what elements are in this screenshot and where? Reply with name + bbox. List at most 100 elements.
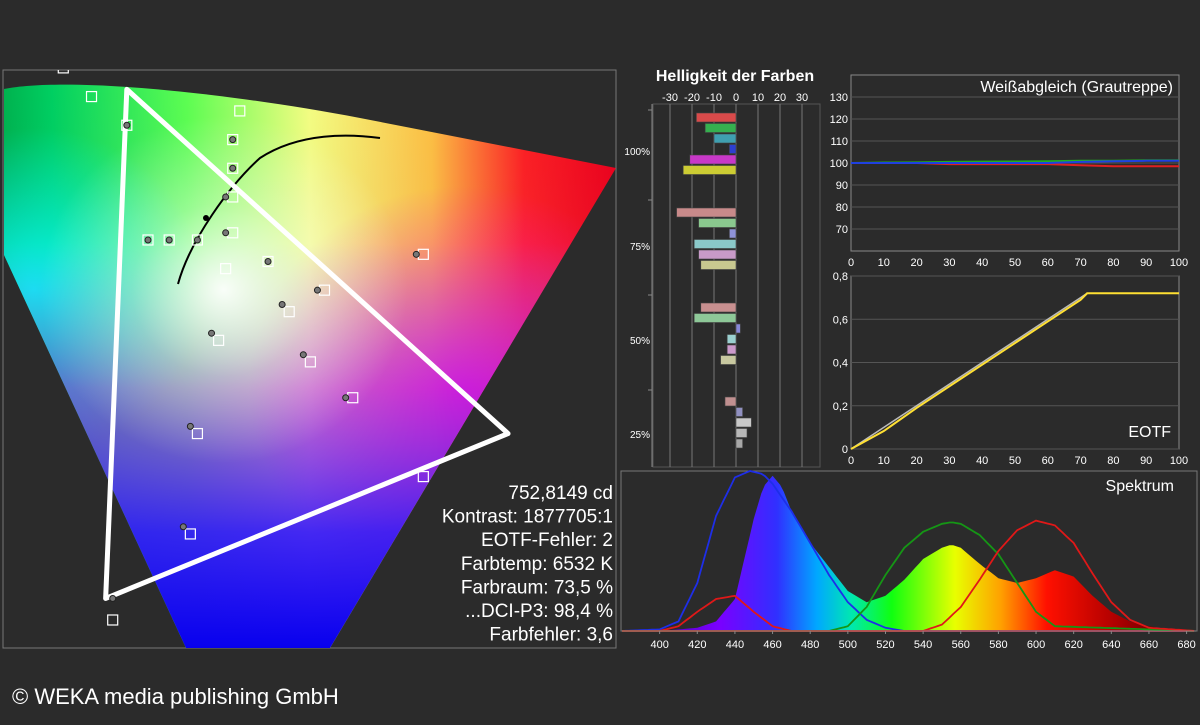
target-point-20: [417, 470, 429, 483]
bar-tick-label-4: 10: [752, 92, 764, 104]
measurement-stats: 752,8149 cd Kontrast: 1877705:1EOTF-Fehle…: [442, 483, 613, 646]
spectrum-x-label-14: 680: [1177, 639, 1195, 651]
eotf-x-label-1: 10: [878, 455, 890, 467]
bar-2-0: [700, 302, 737, 313]
gray-y-label-5: 120: [830, 114, 848, 126]
target-point-8: [142, 234, 154, 246]
bar-0-1: [704, 123, 737, 133]
bar-tick-label-0: -30: [662, 92, 678, 104]
gray-x-label-1: 10: [878, 257, 890, 269]
spectrum-chart-title: Spektrum: [1106, 478, 1174, 495]
bar-tick-label-3: 0: [733, 92, 739, 104]
target-point-19: [191, 427, 204, 440]
gray-x-label-0: 0: [848, 257, 854, 269]
measured-point-4: [222, 229, 230, 237]
eotf-x-label-0: 0: [848, 455, 854, 467]
target-point-21: [184, 528, 196, 540]
stat-line-6: Farbfehler: 3,6: [489, 625, 613, 646]
stat-line-2: EOTF-Fehler: 2: [481, 530, 613, 551]
gray-x-label-10: 100: [1170, 257, 1188, 269]
bar-1-4: [698, 249, 737, 260]
bar-1-5: [700, 260, 737, 270]
gray-x-label-4: 40: [976, 257, 988, 269]
target-point-9: [163, 234, 175, 246]
gray-x-label-7: 70: [1074, 257, 1086, 269]
bar-level-label-2: 50%: [630, 336, 650, 347]
gray-y-label-2: 90: [836, 180, 848, 192]
gray-series-2: [851, 159, 1179, 164]
target-point-17: [304, 356, 316, 368]
stat-line-4: Farbraum: 73,5 %: [461, 577, 613, 598]
bar-chart-title: Helligkeit der Farben: [656, 68, 814, 85]
bar-1-1: [698, 218, 737, 228]
measured-point-13: [299, 351, 307, 359]
gray-y-label-1: 80: [836, 202, 848, 214]
measured-point-11: [278, 301, 286, 309]
eotf-chart: 0 0,2 0,4 0,6 0,8 0 10 20 30 40 50 60 70 80 90 100 EOTF: [833, 271, 1188, 467]
eotf-y-label-3: 0,6: [833, 314, 848, 326]
copyright-text: © WEKA media publishing GmbH: [12, 684, 339, 709]
measured-point-17: [109, 594, 117, 602]
bar-0-5: [682, 165, 737, 175]
bar-0-4: [689, 154, 737, 165]
eotf-x-label-7: 70: [1074, 455, 1086, 467]
eotf-y-label-4: 0,8: [833, 271, 848, 283]
bar-tick-label-6: 30: [796, 92, 808, 104]
measured-point-3: [222, 193, 230, 201]
bar-level-label-0: 100%: [624, 147, 650, 158]
stat-line-0: 752,8149 cd: [508, 483, 613, 504]
bar-tick-label-2: -10: [706, 92, 722, 104]
measured-point-5: [144, 236, 152, 244]
gray-x-label-5: 50: [1009, 257, 1021, 269]
eotf-y-label-0: 0: [842, 444, 848, 456]
spectrum-x-label-2: 440: [726, 639, 744, 651]
spectrum-x-label-9: 580: [989, 639, 1007, 651]
brightness-bar-chart: Helligkeit der Farben -30 -20 -10 0 10 20 30 100…: [624, 68, 821, 468]
stat-line-3: Farbtemp: 6532 K: [461, 554, 613, 575]
spectrum-area: [622, 475, 1196, 631]
gray-balance-chart: 70 80 90 100 110 120 130 0 10 20 30 40 50 60 70 80 90 100…: [830, 74, 1188, 269]
bar-level-label-3: 25%: [630, 430, 650, 441]
bar-1-2: [729, 228, 737, 239]
spectrum-x-label-4: 480: [801, 639, 819, 651]
gray-x-label-3: 30: [943, 257, 955, 269]
spectrum-chart: 400 420 440 460 480 500 520 540 560 580 600 620 640 6…: [621, 470, 1196, 651]
bar-2-2: [735, 323, 741, 334]
target-point-2: [121, 119, 133, 131]
spectrum-x-label-12: 640: [1102, 639, 1120, 651]
eotf-chart-title: EOTF: [1128, 424, 1171, 441]
bar-2-3: [726, 334, 737, 344]
eotf-x-label-5: 50: [1009, 455, 1021, 467]
bar-tick-label-5: 20: [774, 92, 786, 104]
spectrum-x-label-11: 620: [1064, 639, 1082, 651]
gray-x-label-2: 20: [910, 257, 922, 269]
eotf-y-label-1: 0,2: [833, 401, 848, 413]
spectrum-x-label-13: 660: [1140, 639, 1158, 651]
white-point: [203, 215, 209, 221]
measured-point-0: [123, 121, 131, 129]
measured-point-10: [412, 250, 420, 258]
bar-1-0: [676, 207, 737, 218]
target-point-3: [234, 105, 246, 117]
bar-3-1: [735, 407, 743, 417]
target-point-4: [227, 134, 239, 146]
spectrum-x-label-5: 500: [839, 639, 857, 651]
bar-tick-label-1: -20: [684, 92, 700, 104]
target-point-16: [213, 334, 225, 346]
eotf-y-label-2: 0,4: [833, 358, 848, 370]
bar-3-3: [735, 428, 748, 438]
bar-2-1: [693, 313, 737, 323]
measured-point-16: [179, 523, 187, 531]
measured-point-8: [264, 257, 272, 265]
eotf-x-label-3: 30: [943, 455, 955, 467]
spectrum-x-label-0: 400: [650, 639, 668, 651]
bar-2-4: [726, 344, 737, 355]
gray-chart-title: Weißabgleich (Grautreppe): [980, 79, 1173, 96]
bar-0-0: [696, 112, 737, 123]
spectrum-x-label-10: 600: [1027, 639, 1045, 651]
measured-point-15: [186, 422, 194, 430]
gray-y-label-0: 70: [836, 224, 848, 236]
target-point-12: [262, 255, 274, 268]
spectrum-x-label-6: 520: [876, 639, 894, 651]
